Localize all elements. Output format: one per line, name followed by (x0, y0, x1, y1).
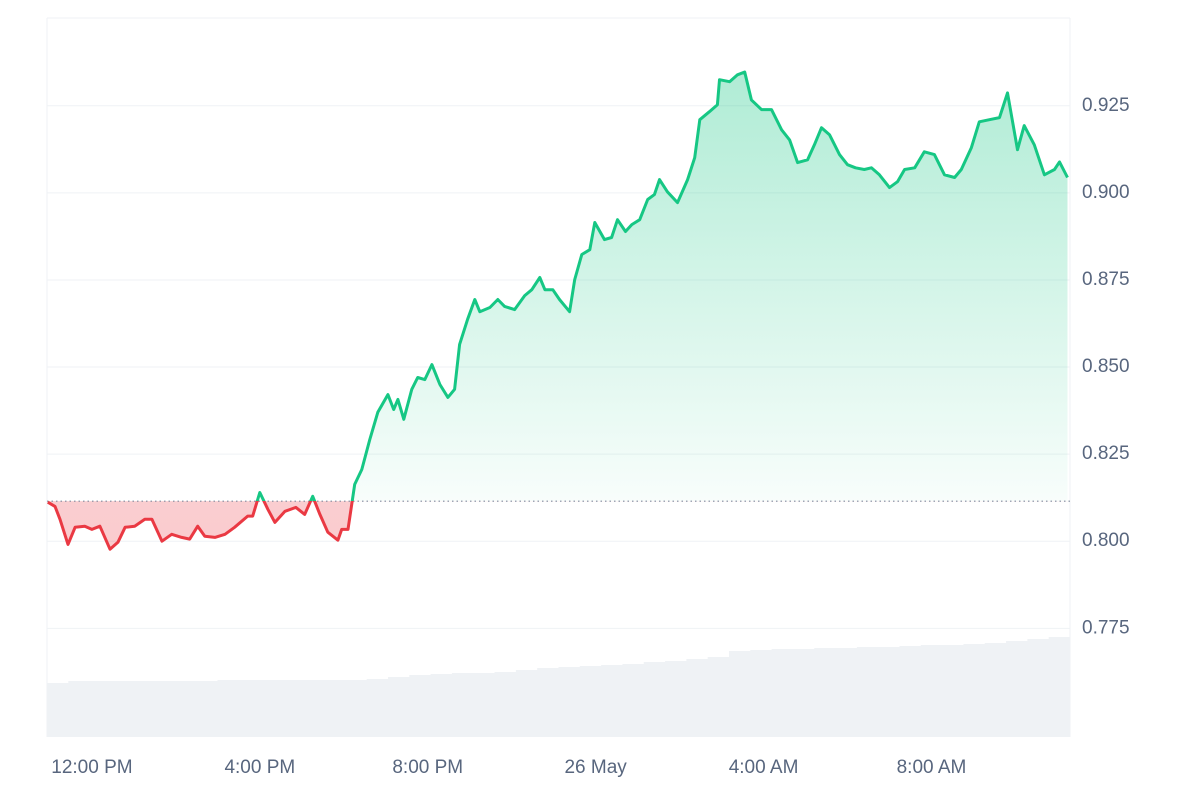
volume-bar (302, 680, 325, 737)
volume-bar (579, 666, 602, 737)
volume-bar (366, 679, 389, 737)
volume-bar (451, 673, 474, 737)
volume-bar (878, 647, 900, 737)
y-tick-label: 0.825 (1082, 443, 1130, 464)
price-line (47, 70, 1069, 551)
volume-bar (89, 681, 112, 737)
volume-bar (217, 680, 240, 737)
volume-bar (260, 680, 282, 737)
volume-bar (430, 674, 453, 737)
y-tick-label: 0.775 (1082, 617, 1130, 638)
x-tick-label: 4:00 PM (224, 757, 295, 778)
y-tick-label: 0.800 (1082, 530, 1130, 551)
volume-bar (47, 683, 69, 737)
volume-bar (622, 664, 645, 737)
volume-bar (494, 672, 517, 737)
x-tick-label: 12:00 PM (51, 757, 132, 778)
volume-bar (686, 659, 709, 737)
volume-bar (601, 665, 623, 737)
volume-bar (707, 657, 730, 737)
volume-bar (665, 661, 687, 737)
volume-bar (729, 651, 751, 737)
volume-bar (1048, 637, 1071, 737)
x-tick-label: 26 May (564, 757, 627, 778)
volume-bar (750, 650, 773, 737)
x-tick-label: 4:00 AM (729, 757, 799, 778)
volume-bar (345, 680, 368, 737)
volume-bar (899, 646, 922, 737)
volume-bar (324, 680, 346, 737)
volume-bar (920, 645, 943, 737)
volume-bar (963, 644, 986, 737)
volume-bar (1027, 639, 1050, 737)
volume-bar (537, 668, 559, 737)
volume-bar (558, 667, 581, 737)
volume-bar (153, 681, 176, 737)
volume-bar (515, 670, 538, 737)
volume-bar (835, 648, 858, 737)
y-tick-label: 0.875 (1082, 269, 1130, 290)
volume-bar (771, 649, 794, 737)
volume-bar (388, 677, 410, 737)
y-tick-label: 0.850 (1082, 356, 1130, 377)
volume-bar (473, 673, 496, 737)
volume-bar (409, 675, 432, 737)
volume-bar (110, 681, 133, 737)
volume-bar (856, 647, 879, 737)
volume-bar (792, 649, 815, 737)
x-tick-label: 8:00 AM (897, 757, 967, 778)
volume-bar (643, 662, 666, 737)
y-tick-label: 0.900 (1082, 182, 1130, 203)
volume-bar (1006, 641, 1028, 737)
volume-bar (984, 643, 1007, 737)
price-area (47, 72, 1068, 550)
volume-bar (68, 681, 91, 737)
volume-bar (814, 648, 837, 737)
y-tick-label: 0.925 (1082, 95, 1130, 116)
volume-bar (942, 645, 964, 737)
x-tick-label: 8:00 PM (392, 757, 463, 778)
volume-bar (196, 681, 218, 737)
volume-bar (238, 680, 261, 737)
volume-bar (281, 680, 304, 737)
volume-bar (174, 681, 197, 737)
volume-bar (132, 681, 155, 737)
